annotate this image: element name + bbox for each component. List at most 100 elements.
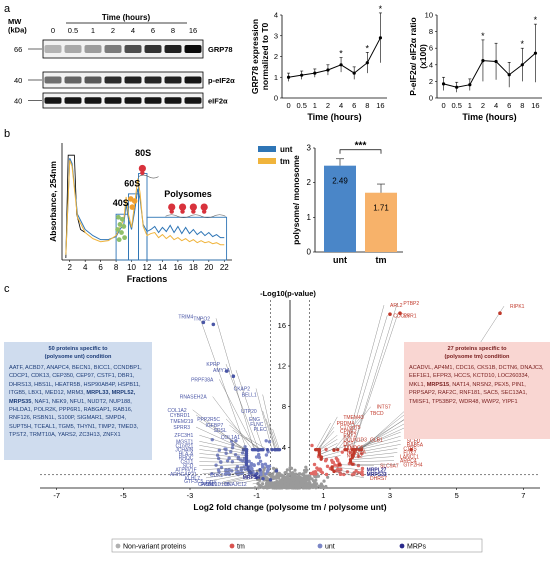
point-label: UTP20 — [241, 409, 257, 415]
ribosome-80s-icon — [138, 164, 146, 173]
point-label: NOL12 — [347, 454, 363, 460]
y-tick-label: 8 — [282, 402, 286, 411]
significance-star: * — [339, 49, 343, 59]
point-unt — [239, 466, 243, 470]
leader-line — [337, 406, 371, 450]
point-tm — [319, 469, 323, 474]
point-label: DDX — [206, 480, 217, 486]
panel-label-c: c — [4, 283, 10, 295]
point-non-variant — [302, 478, 307, 483]
legend-label: unt — [325, 544, 335, 551]
polysome-mrna-icon — [165, 214, 226, 219]
blot-band — [124, 45, 142, 53]
unt-list-post: , NAF1, NEK9, NFU1, NUDT2, NUP188, PHLDA… — [9, 398, 139, 439]
bar-tm — [365, 192, 397, 252]
point-label: PLEC — [254, 427, 267, 433]
labeled-point — [332, 469, 336, 474]
top-point — [498, 311, 502, 316]
leader-line — [333, 412, 365, 450]
x-tick-label: 8 — [365, 101, 369, 110]
x-tick-label: 0.5 — [296, 101, 306, 110]
point-label: C1orf21 — [176, 443, 194, 449]
blot-band — [104, 76, 122, 84]
data-point — [286, 75, 291, 79]
point-unt — [224, 451, 228, 455]
region-60s-box — [128, 193, 139, 261]
leader-line — [225, 363, 259, 450]
point-non-variant — [288, 466, 292, 470]
point-non-variant — [308, 482, 312, 486]
y-tick-label: 1 — [307, 213, 312, 222]
leader-line — [352, 303, 398, 450]
small-subunit-icon — [117, 221, 123, 227]
blot-band — [144, 76, 162, 84]
point-unt — [233, 452, 238, 457]
point-label: CTBS — [403, 446, 417, 452]
leader-line — [199, 461, 247, 463]
point-unt — [247, 459, 251, 463]
bar-unt — [324, 165, 356, 252]
x-tick-label: -3 — [187, 491, 194, 500]
y-tick-label: 2 — [274, 52, 278, 61]
time-point-label: 4 — [131, 26, 135, 35]
blot-band — [144, 97, 162, 104]
leader-line — [199, 435, 247, 450]
x-tick-label: 1 — [313, 101, 317, 110]
panel-label-b: b — [4, 128, 10, 140]
leader-line — [350, 456, 395, 460]
large-subunit-icon — [129, 204, 136, 210]
point-label: SDSL — [214, 428, 227, 434]
blot-band — [184, 76, 202, 84]
point-label: SCD — [183, 464, 194, 470]
point-unt — [256, 462, 261, 466]
blot-band — [84, 97, 102, 104]
top-point — [224, 369, 229, 373]
legend-marker — [317, 543, 323, 549]
point-tm — [359, 471, 364, 475]
unt-specific-proteins-box: 50 proteins specific to (polysome unt) co… — [4, 342, 152, 460]
point-unt — [259, 472, 263, 477]
leader-line — [359, 414, 411, 450]
leader-line — [354, 444, 401, 454]
x-tick-label: 8 — [114, 263, 119, 272]
point-unt — [264, 472, 268, 476]
blot-band — [84, 45, 102, 53]
unt-box-list: AATF, ACBD7, ANAPC4, BECN1, BICC1, CCNDB… — [9, 364, 147, 440]
ribosome-80s-icon — [140, 170, 145, 176]
point-non-variant — [271, 466, 276, 471]
label-polysomes: Polysomes — [164, 189, 212, 199]
leader-line — [262, 410, 276, 450]
point-unt — [267, 440, 272, 444]
y-tick-label: 3 — [274, 31, 278, 40]
x-tick-label: 7 — [521, 491, 525, 500]
point-label: ENG — [249, 417, 260, 423]
data-point — [313, 71, 317, 75]
legend-marker — [229, 543, 235, 549]
leader-line — [199, 464, 247, 466]
mw-marker: 40 — [14, 97, 22, 106]
tm-specific-proteins-box: 27 proteins specific to (polysome tm) con… — [404, 342, 550, 439]
labeled-point — [332, 448, 336, 452]
time-point-label: 0 — [51, 26, 55, 35]
point-label: DCT — [343, 441, 353, 447]
point-non-variant — [314, 478, 318, 482]
x-tick-label: 0.5 — [451, 101, 461, 110]
large-subunit-icon — [131, 198, 138, 204]
point-non-variant — [297, 486, 302, 490]
point-unt — [224, 468, 228, 472]
x-tick-label: 4 — [339, 101, 343, 110]
bar-value-label: 2.49 — [332, 177, 348, 186]
leader-line — [199, 441, 247, 452]
small-subunit-icon — [116, 237, 122, 243]
point-tm — [333, 463, 337, 467]
panel-label-a: a — [4, 3, 11, 15]
point-label: RAB5A — [407, 442, 424, 448]
point-unt — [263, 462, 268, 466]
point-non-variant — [283, 485, 288, 489]
legend-label: tm — [237, 544, 245, 551]
point-non-variant — [302, 468, 307, 473]
point-tm — [339, 467, 343, 472]
leader-line — [319, 439, 338, 451]
labeled-point — [253, 447, 258, 452]
leader-line — [321, 451, 341, 458]
